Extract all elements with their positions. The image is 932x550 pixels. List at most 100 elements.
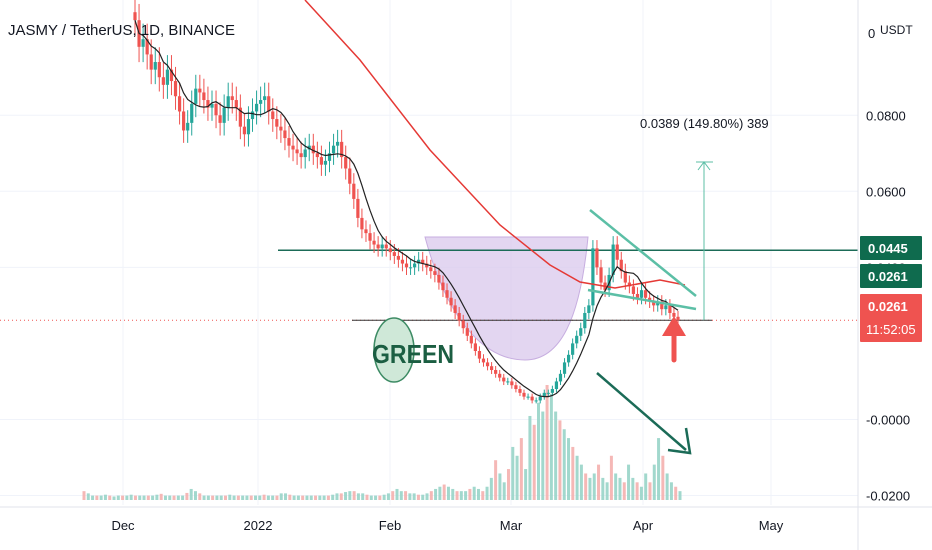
candle-body (627, 282, 631, 287)
volume-bar (296, 495, 300, 500)
volume-bar (365, 494, 369, 500)
volume-bar (386, 493, 390, 500)
candle-body (182, 111, 186, 131)
candle-body (668, 305, 672, 313)
volume-bar (301, 495, 305, 500)
volume-bar (648, 482, 652, 500)
candle-body (538, 396, 542, 401)
candle-body (275, 119, 279, 127)
candle-body (141, 39, 145, 47)
candle-body (352, 183, 356, 199)
volume-bar (232, 495, 236, 500)
candle-body (558, 373, 563, 382)
volume-bar (515, 455, 519, 500)
volume-bar (206, 495, 210, 500)
y-tick-label: 0.0800 (866, 108, 906, 123)
candle-body (348, 168, 352, 184)
candle-body (230, 96, 234, 101)
candle-body (287, 138, 291, 146)
volume-bar (639, 486, 643, 500)
candle-body (214, 103, 218, 116)
candle-body (562, 362, 567, 374)
down-arrow-head (667, 427, 692, 455)
volume-bar (151, 495, 155, 500)
volume-bar (476, 488, 480, 500)
candle-body (327, 153, 332, 161)
green-label: GREEN (372, 339, 454, 369)
candle-body (206, 100, 210, 108)
volume-bar (554, 411, 558, 500)
candle-body (631, 286, 636, 294)
volume-bar (545, 385, 549, 500)
candle-body (550, 389, 554, 393)
volume-bar (262, 494, 266, 500)
candle-body (571, 343, 575, 355)
volume-bar (159, 493, 163, 500)
volume-bar (155, 494, 159, 500)
volume-bar (129, 494, 133, 500)
volume-bar (374, 495, 378, 500)
candle-body (331, 145, 336, 154)
volume-bar (335, 493, 339, 500)
candle-body (368, 233, 372, 241)
volume-bar (652, 464, 656, 500)
volume-bar (146, 495, 150, 500)
candle-body (149, 54, 153, 70)
volume-bar (395, 488, 399, 500)
volume-bar (271, 495, 275, 500)
x-tick-label: Apr (633, 518, 654, 533)
candle-body (676, 316, 680, 321)
candle-body (153, 62, 157, 70)
candle-body (534, 400, 538, 402)
candle-body (169, 69, 174, 82)
candle-body (360, 217, 364, 230)
candle-body (510, 381, 514, 386)
volume-bar (108, 495, 112, 500)
volume-bar (614, 473, 618, 500)
price-badge-label: 0.0261 (868, 299, 908, 314)
volume-bar (236, 495, 240, 500)
volume-bar (451, 488, 455, 500)
volume-bar (434, 488, 438, 500)
candle-body (583, 312, 587, 329)
candle-body (473, 343, 477, 352)
volume-bar (309, 495, 313, 500)
candle-body (388, 248, 392, 253)
candle-body (246, 119, 251, 135)
volume-bar (91, 495, 95, 500)
volume-bar (185, 492, 189, 500)
volume-bar (258, 495, 262, 500)
volume-bar (241, 495, 245, 500)
candle-body (498, 373, 502, 378)
candle-body (457, 312, 461, 321)
candle-body (526, 396, 530, 398)
candle-body (449, 297, 453, 306)
volume-bar (644, 473, 648, 500)
volume-bar (125, 495, 129, 500)
candle-body (250, 111, 255, 120)
volume-bar (597, 464, 601, 500)
volume-bar (249, 495, 253, 500)
moving-average-fast (134, 20, 679, 398)
candle-body (161, 77, 165, 85)
volume-bar (635, 482, 639, 500)
volume-bar (82, 491, 86, 500)
down-arrow-shaft (596, 372, 687, 451)
volume-bar (399, 491, 403, 500)
candle-body (465, 328, 469, 336)
candle-body (437, 274, 441, 283)
candle-body (417, 259, 421, 264)
volume-bar (416, 494, 420, 500)
volume-bar (378, 495, 382, 500)
candle-body (356, 198, 360, 218)
volume-bar (605, 482, 609, 500)
volume-bar (502, 482, 506, 500)
candle-body (429, 267, 433, 272)
candle-body (530, 396, 534, 401)
volume-bar (86, 493, 90, 500)
candle-body (518, 389, 522, 393)
volume-bar (412, 493, 416, 500)
candle-body (295, 149, 299, 154)
volume-bar (142, 495, 146, 500)
